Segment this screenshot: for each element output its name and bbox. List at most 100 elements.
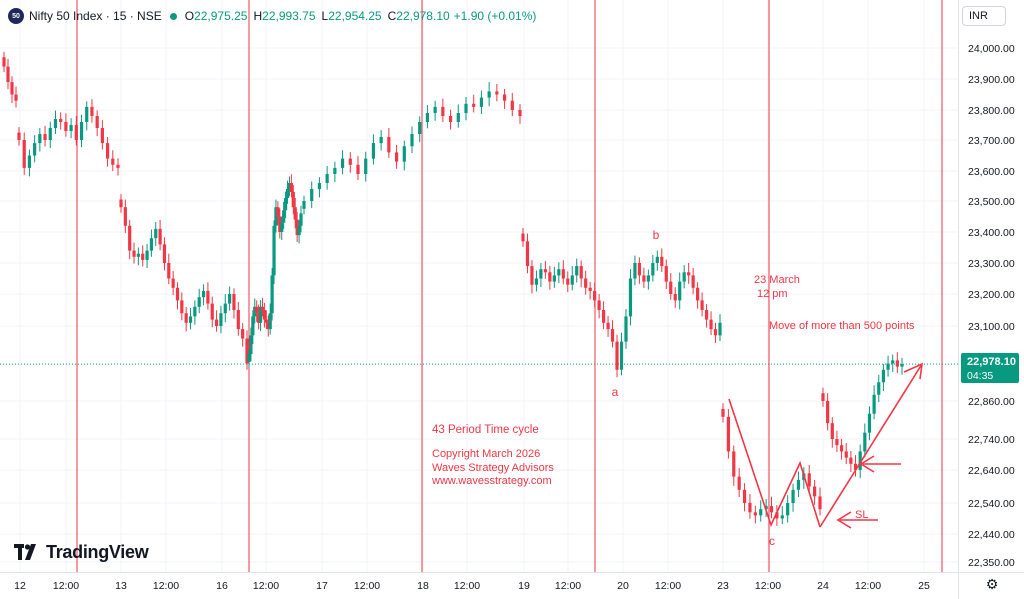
candle-body	[100, 128, 104, 144]
change-value: +1.90 (+0.01%)	[453, 9, 537, 23]
candle-body	[258, 306, 263, 323]
candle-body	[410, 134, 414, 147]
x-tick-label: 17	[316, 580, 328, 592]
candle-body	[274, 207, 278, 226]
candle-body	[872, 394, 876, 414]
last-price-tag: 22,978.10 04:35	[961, 353, 1019, 383]
candle-body	[2, 57, 6, 67]
candle-body	[266, 322, 270, 330]
candle-body	[530, 266, 534, 285]
candle-body	[759, 509, 763, 516]
y-tick-label: 22,350.00	[968, 557, 1015, 569]
high-label: H	[253, 9, 263, 23]
symbol-badge[interactable]: 50	[8, 8, 24, 24]
candle-body	[891, 360, 895, 364]
candle-body	[297, 225, 301, 236]
candle-body	[713, 329, 718, 336]
candle-body	[214, 319, 219, 326]
candle-body	[624, 316, 628, 342]
candle-body	[132, 250, 136, 257]
y-tick-label: 23,800.00	[968, 105, 1015, 117]
candle-body	[726, 416, 730, 452]
candle-body	[175, 287, 180, 301]
candle-body	[394, 152, 399, 162]
candle-body	[371, 143, 376, 159]
candle-body	[637, 263, 642, 276]
gear-icon[interactable]: ⚙	[985, 576, 999, 592]
candle-body	[780, 515, 784, 519]
candle-body	[253, 306, 257, 317]
candle-body	[606, 322, 610, 330]
candle-body	[95, 116, 99, 128]
candle-body	[48, 128, 52, 140]
candle-body	[184, 313, 188, 323]
candle-body	[302, 201, 306, 209]
last-price-value: 22,978.10	[967, 356, 1016, 368]
candle-body	[206, 290, 210, 304]
date-note-1: 23 March	[754, 274, 800, 286]
candle-body	[588, 287, 592, 291]
candle-body	[487, 91, 491, 98]
candle-body	[651, 263, 655, 276]
currency-label: INR	[969, 10, 988, 22]
candle-body	[830, 423, 834, 439]
candle-body	[628, 278, 633, 317]
candle-body	[664, 266, 668, 282]
candle-body	[775, 512, 779, 519]
candle-body	[27, 155, 32, 168]
candle-body	[425, 113, 430, 122]
low-value: 22,954.25	[328, 9, 382, 23]
close-value: 22,978.10	[396, 9, 450, 23]
candle-body	[38, 134, 42, 144]
candle-body	[10, 82, 14, 95]
candle-body	[601, 310, 606, 323]
candle-body	[241, 329, 245, 339]
candle-body	[895, 360, 899, 367]
wave-drawings	[728, 362, 923, 529]
candle-body	[704, 310, 709, 320]
tradingview-logo[interactable]: TradingView	[14, 541, 149, 563]
wave-c-zigzag	[728, 398, 821, 528]
y-tick-label: 23,500.00	[968, 196, 1015, 208]
candle-body	[543, 269, 547, 273]
candle-body	[136, 253, 140, 257]
candle-body	[333, 167, 337, 174]
candle-body	[285, 189, 290, 198]
currency-button[interactable]: INR	[962, 6, 1006, 26]
candle-body	[660, 256, 664, 267]
candle-body	[646, 275, 650, 282]
copyright-line-2: Waves Strategy Advisors	[432, 462, 554, 474]
symbol-title[interactable]: Nifty 50 Index · 15 · NSE	[29, 9, 162, 23]
market-status-dot	[169, 12, 177, 20]
candle-body	[111, 158, 115, 165]
candle-body	[116, 164, 120, 168]
candle-body	[534, 278, 539, 285]
x-tick-label: 19	[518, 580, 530, 592]
x-tick-label: 12:00	[755, 580, 781, 592]
candle-body	[85, 106, 89, 122]
candle-body	[718, 322, 722, 336]
candle-body	[791, 489, 795, 503]
candle-body	[839, 445, 844, 452]
candle-body	[219, 313, 223, 326]
candle-body	[193, 306, 197, 317]
wave-a-label: a	[612, 385, 619, 399]
candle-body	[310, 189, 314, 201]
candle-body	[764, 506, 768, 510]
candle-body	[232, 294, 236, 310]
x-tick-label: 13	[115, 580, 127, 592]
candle-body	[682, 272, 686, 282]
candle-body	[835, 439, 839, 446]
candle-body	[264, 319, 268, 323]
candle-body	[249, 335, 253, 355]
candle-body	[356, 164, 360, 174]
candle-body	[700, 300, 704, 310]
candle-body	[299, 213, 303, 226]
y-tick-label: 23,100.00	[968, 321, 1015, 333]
candle-body	[669, 281, 673, 294]
candle-body	[678, 281, 682, 301]
candle-body	[818, 496, 822, 510]
candle-body	[732, 451, 736, 477]
